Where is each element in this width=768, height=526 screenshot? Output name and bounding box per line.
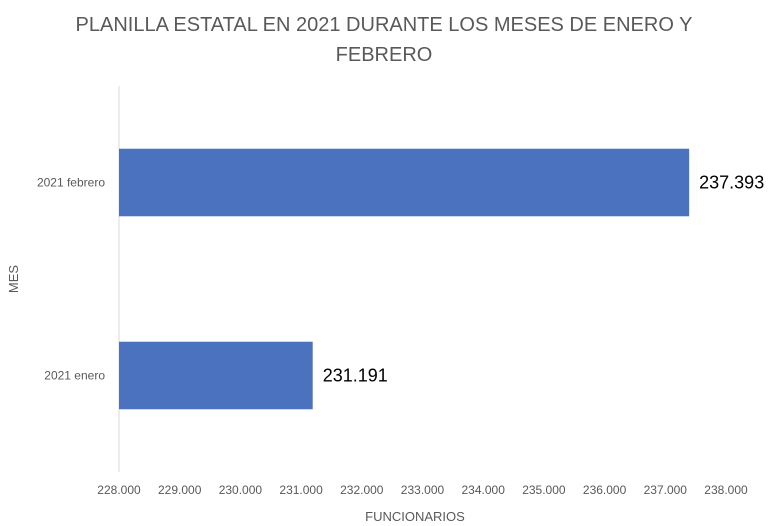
x-axis-title: FUNCIONARIOS <box>365 509 465 524</box>
x-tick-label: 237.000 <box>644 483 688 497</box>
x-tick-label: 230.000 <box>219 483 263 497</box>
bar-2021-febrero <box>119 148 690 217</box>
x-tick-label: 231.000 <box>279 483 323 497</box>
y-tick-label: 2021 febrero <box>37 176 105 190</box>
x-tick-label: 235.000 <box>522 483 566 497</box>
bar-2021-enero <box>119 341 313 410</box>
x-tick-label: 233.000 <box>401 483 445 497</box>
x-tick-label: 238.000 <box>704 483 748 497</box>
x-tick-label: 236.000 <box>583 483 627 497</box>
x-tick-labels: 228.000 229.000 230.000 231.000 232.000 233.0… <box>97 483 748 497</box>
x-tick-label: 229.000 <box>158 483 202 497</box>
y-tick-label: 2021 enero <box>44 369 105 383</box>
data-labels: 231.191 237.393 <box>323 173 765 386</box>
x-tick-label: 228.000 <box>97 483 141 497</box>
chart-title: PLANILLA ESTATAL EN 2021 DURANTE LOS MES… <box>75 14 693 66</box>
x-tick-label: 234.000 <box>462 483 506 497</box>
x-tick-label: 232.000 <box>340 483 384 497</box>
y-axis-title: MES <box>6 265 21 294</box>
data-label: 231.191 <box>323 366 388 386</box>
data-label: 237.393 <box>699 173 764 193</box>
bars-group <box>119 148 690 410</box>
y-tick-labels: 2021 enero 2021 febrero <box>37 176 105 383</box>
